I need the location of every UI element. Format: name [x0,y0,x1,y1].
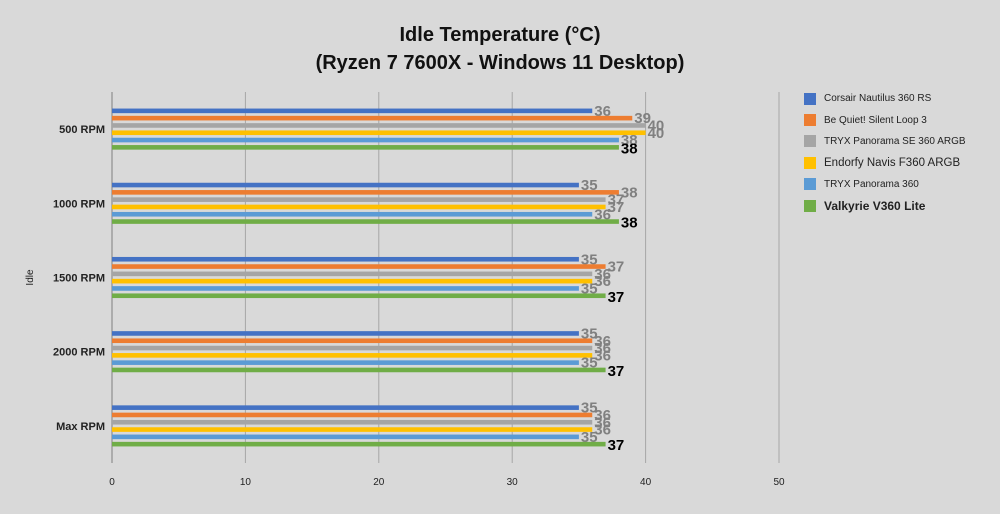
legend-swatch [804,199,816,212]
data-label: 37 [608,363,625,380]
data-label: 39 [634,110,651,127]
bar [112,145,619,150]
x-tick-label: 10 [240,477,252,488]
data-label: 40 [648,125,665,142]
x-tick-label: 50 [773,477,785,488]
bar [112,434,579,440]
legend-label: TRYX Panorama SE 360 ARGB [824,135,966,147]
data-label: 35 [581,355,598,372]
legend-label: Valkyrie V360 Lite [824,198,926,213]
legend-label: Endorfy Navis F360 ARGB [824,156,961,169]
data-label: 38 [621,215,638,232]
data-label: 37 [608,192,625,209]
data-label: 37 [608,259,625,276]
x-tick-label: 20 [373,477,385,488]
data-label: 36 [594,103,611,120]
legend-item: Be Quiet! Silent Loop 3 [804,109,996,130]
bar [112,108,593,114]
data-label: 38 [621,184,638,201]
legend-label: TRYX Panorama 360 [824,178,919,190]
data-label: 36 [594,422,611,439]
category-label: 2000 RPM [53,347,105,359]
bar [112,219,619,224]
category-label: 500 RPM [59,124,105,136]
data-label: 35 [581,400,598,417]
bar [112,367,606,373]
bar [112,412,593,418]
bar [112,441,606,447]
legend-item: Corsair Nautilus 360 RS [804,88,996,109]
legend-item: TRYX Panorama SE 360 ARGB [804,131,996,152]
data-label: 36 [594,266,611,283]
data-label: 40 [648,117,665,134]
bar [112,211,593,217]
x-tick-label: 40 [640,477,652,488]
bar [112,419,593,425]
category-label: 1000 RPM [53,198,105,210]
bar [112,427,593,432]
data-label: 35 [581,429,598,446]
bar [112,115,633,121]
x-tick-label: 0 [109,477,115,488]
bar [112,353,593,358]
bar [112,123,646,128]
data-label: 37 [608,199,625,216]
bar [112,345,593,351]
bar [112,182,579,188]
legend-item: Endorfy Navis F360 ARGB [804,152,996,173]
data-label: 38 [621,132,638,149]
legend-label: Be Quiet! Silent Loop 3 [824,114,927,126]
data-label: 37 [608,437,625,454]
legend-swatch [804,135,816,148]
data-label: 35 [581,280,598,297]
bar [112,286,579,291]
bar [112,130,646,136]
category-label: 1500 RPM [53,273,105,285]
bar [112,204,606,210]
data-label: 36 [594,407,611,424]
chart-title: Idle Temperature (°C) [399,24,601,46]
data-label: 36 [594,273,611,290]
legend: Corsair Nautilus 360 RS Be Quiet! Silent … [804,88,996,216]
legend-swatch [804,92,816,105]
legend-swatch [804,114,816,127]
group-axis-label: Idle [25,269,36,286]
data-label: 35 [581,251,598,268]
legend-swatch [804,156,816,169]
bar [112,264,606,269]
x-tick-label: 30 [507,477,519,488]
data-label: 38 [621,140,638,157]
bar [112,331,579,336]
legend-item: TRYX Panorama 360 [804,174,996,195]
bar [112,338,593,344]
data-label: 37 [608,289,625,306]
data-label: 36 [594,340,611,357]
bar [112,278,593,284]
data-label: 35 [581,177,598,194]
bar [112,190,619,195]
bar [112,271,593,277]
category-label: Max RPM [56,421,105,433]
data-label: 36 [594,333,611,350]
bar [112,137,619,143]
bar [112,360,579,365]
bar [112,293,606,299]
bar [112,197,606,202]
legend-label: Corsair Nautilus 360 RS [824,93,932,105]
bar [112,256,579,262]
chart-subtitle: (Ryzen 7 7600X - Windows 11 Desktop) [315,52,685,74]
legend-swatch [804,178,816,191]
data-label: 35 [581,325,598,342]
legend-item: Valkyrie V360 Lite [804,195,996,216]
data-label: 36 [594,347,611,364]
data-label: 36 [594,414,611,431]
data-label: 36 [594,206,611,223]
bar [112,405,579,410]
